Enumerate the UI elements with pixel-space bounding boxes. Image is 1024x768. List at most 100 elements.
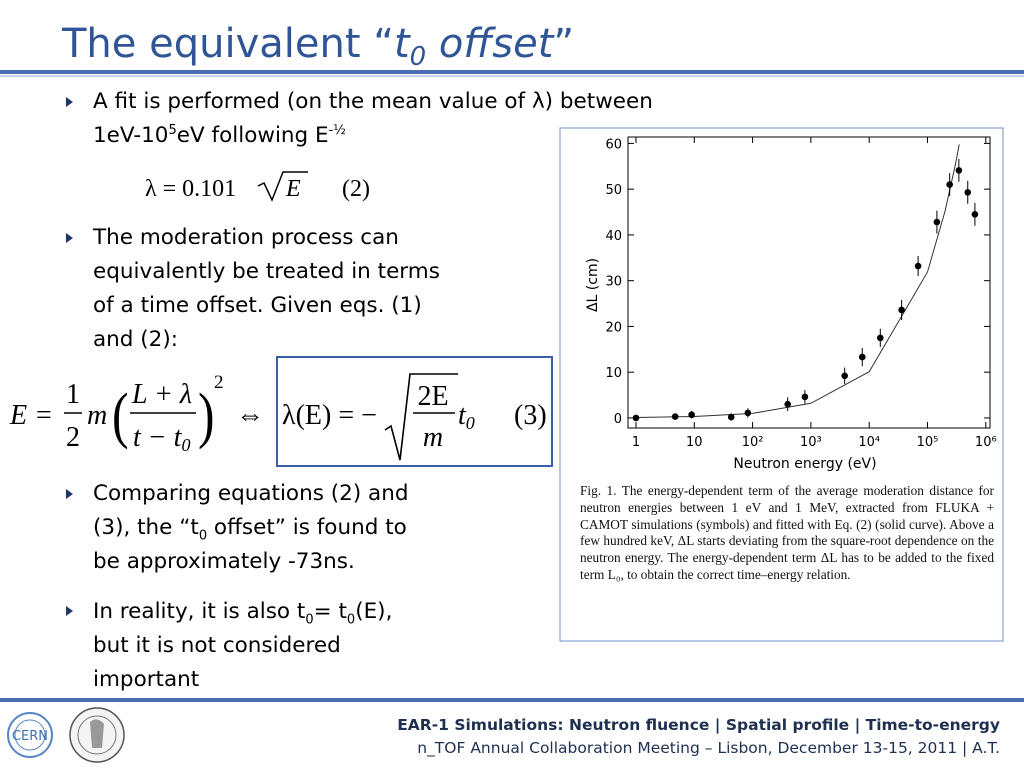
bullet-marker <box>66 606 73 616</box>
eq-text: m <box>87 400 107 431</box>
bullet: In reality, it is also t0= t0(E), but it … <box>93 595 392 697</box>
eq-text: 1 <box>66 379 80 410</box>
bullet-line: 1eV-105eV following E-½ <box>93 119 653 153</box>
y-axis-label: ΔL (cm) <box>585 258 601 312</box>
bullet-marker <box>66 97 73 107</box>
data-point <box>964 189 972 196</box>
y-tick-label: 10 <box>605 366 622 381</box>
bullet-text: important <box>93 667 200 692</box>
title-text: ” <box>553 21 574 67</box>
bullet-text: In reality, it is also t <box>93 599 306 624</box>
bullet-text: and (2): <box>93 327 178 352</box>
data-point <box>971 211 979 218</box>
superscript: 5 <box>168 122 177 138</box>
x-tick-label: 10⁵ <box>917 435 939 450</box>
data-point <box>946 181 953 188</box>
x-tick-label: 10³ <box>800 435 822 450</box>
eq-text: E <box>285 176 301 202</box>
bullet-text: be approximately -73ns. <box>93 549 355 574</box>
slide-title: The equivalent “t0 offset” <box>61 21 574 72</box>
bullet-marker <box>66 489 73 499</box>
eq-text: ( <box>112 382 129 450</box>
sqrt-sign <box>384 373 458 461</box>
title-text: The equivalent “ <box>61 21 394 67</box>
x-tick-label: 10⁴ <box>858 435 880 450</box>
y-tick-label: 60 <box>605 137 622 152</box>
bullet-line: of a time offset. Given eqs. (1) <box>93 289 440 323</box>
eq-text: t <box>458 400 467 431</box>
title-rule <box>0 75 1024 77</box>
data-point <box>784 400 791 408</box>
y-tick-label: 40 <box>605 229 622 244</box>
bullet-line: important <box>93 663 392 697</box>
title-var: t <box>394 21 411 67</box>
eq-sub: 0 <box>466 413 475 433</box>
x-tick-label: 1 <box>632 435 640 450</box>
y-tick-label: 50 <box>605 183 622 198</box>
data-point <box>955 167 963 174</box>
bullet: A fit is performed (on the mean value of… <box>93 85 653 153</box>
bullet-text: 1eV-10 <box>93 123 169 148</box>
plot-frame <box>627 136 991 429</box>
eq-text: λ(E) = − <box>282 400 377 431</box>
eq-text: t − t <box>133 422 183 453</box>
eq-text: E = <box>9 400 53 431</box>
superscript: -½ <box>328 122 346 138</box>
figure-caption: Fig. 1. The energy-dependent term of the… <box>580 483 994 582</box>
y-tick-label: 30 <box>605 275 622 290</box>
bullet: Comparing equations (2) and (3), the “t0 … <box>93 477 409 579</box>
data-point <box>744 409 752 417</box>
data-point <box>632 414 640 422</box>
sqrt-sign <box>257 171 308 202</box>
bullet-marker <box>66 233 73 243</box>
bullet-markers <box>66 97 73 616</box>
title-word: offset <box>426 21 555 67</box>
bullet-text: offset” is found to <box>207 515 407 540</box>
title-sub: 0 <box>410 42 427 72</box>
x-tick-label: 10⁶ <box>975 435 997 450</box>
eq-text: ⇔ <box>236 400 264 431</box>
data-point <box>671 413 679 420</box>
eq-text: L + λ <box>131 379 192 410</box>
cern-logo <box>14 719 46 751</box>
subscript: 0 <box>198 528 208 544</box>
data-point <box>727 413 735 421</box>
eq-text: λ = 0.101 <box>145 176 236 202</box>
equation-box <box>276 356 553 467</box>
figure-frame <box>559 127 1004 642</box>
eq-text: t − t0 <box>133 422 190 455</box>
bullet-text: equivalently be treated in terms <box>93 259 440 284</box>
data-point <box>841 372 848 380</box>
equation-2: λ = 0.101 E (2) <box>145 171 370 202</box>
data-point <box>688 411 695 419</box>
bullet-line: but it is not considered <box>93 629 392 663</box>
bullet-text: eV following E <box>176 123 329 148</box>
bullet: The moderation process can equivalently b… <box>93 221 440 357</box>
data-point <box>933 218 941 226</box>
eq-text: 2 <box>66 422 80 453</box>
subscript: 0 <box>346 612 356 628</box>
data-point <box>914 262 922 270</box>
equation-3: E = 1 2 m ( L + λ t − t0 ) 2 ⇔ λ(E) = − … <box>9 372 547 461</box>
x-tick-label: 10 <box>686 435 703 450</box>
bullet-line: and (2): <box>93 323 440 357</box>
title-rule <box>0 70 1024 74</box>
bullet-text: = t <box>313 599 347 624</box>
subscript: 0 <box>305 612 314 628</box>
footer-rule <box>0 698 1024 702</box>
bullet-line: In reality, it is also t0= t0(E), <box>93 595 392 629</box>
y-tick-label: 0 <box>614 412 622 427</box>
x-axis-label: Neutron energy (eV) <box>733 456 876 472</box>
bullet-line: be approximately -73ns. <box>93 545 409 579</box>
eq-text: ) <box>198 382 215 450</box>
bullet-line: The moderation process can <box>93 221 440 255</box>
eq-text: (2) <box>342 176 370 202</box>
bullet-text: (E), <box>355 599 393 624</box>
fit-curve <box>635 144 960 418</box>
eq-text: 2E <box>417 381 448 412</box>
data-point <box>801 393 809 401</box>
eq-text: t0 <box>458 400 475 433</box>
footer-line: EAR-1 Simulations: Neutron fluence | Spa… <box>397 716 1000 735</box>
